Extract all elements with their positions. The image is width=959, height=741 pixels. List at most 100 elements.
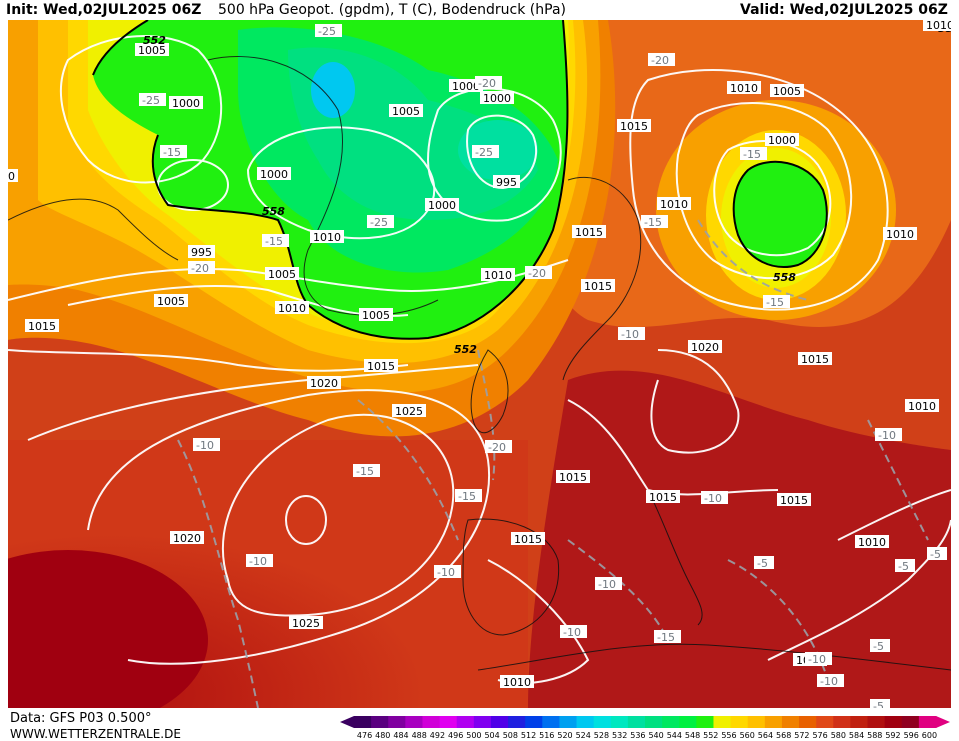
isobar-label-bg (257, 167, 291, 180)
isotherm-label-bg (262, 234, 289, 247)
isotherm-label: -25 (475, 146, 493, 159)
isobar-label: 1020 (310, 377, 338, 390)
legend-tick-label: 592 (885, 731, 900, 740)
isotherm-lines (177, 219, 929, 708)
legend-tick-label: 548 (685, 731, 700, 740)
isotherm-label: -15 (657, 631, 675, 644)
legend-swatch (713, 716, 732, 728)
legend-tick-label: 480 (375, 731, 390, 740)
isobar-label: 1010 (660, 198, 688, 211)
isobar-label: 1010 (908, 400, 936, 413)
legend-swatch (679, 716, 697, 728)
legend-tick-label: 488 (412, 731, 427, 740)
isotherm-label: -20 (191, 262, 209, 275)
isobar-label: 995 (191, 246, 212, 259)
isobar-label-bg (392, 404, 426, 417)
isobar-label: 1015 (649, 491, 677, 504)
chart-header: Init: Wed,02JUL2025 06Z 500 hPa Geopot. … (0, 0, 959, 20)
legend-swatch (816, 716, 834, 728)
legend-arrow-right (936, 716, 950, 728)
edge-label-bg (8, 169, 18, 182)
isotherm-label-bg (472, 145, 499, 158)
isotherm-label: -20 (478, 77, 496, 90)
legend-tick-label: 540 (648, 731, 663, 740)
isotherm-label: -10 (598, 578, 616, 591)
coast-uk (470, 349, 509, 433)
legend-tick-label: 564 (758, 731, 773, 740)
legend-swatch (799, 716, 817, 728)
isotherm-label: -5 (757, 557, 768, 570)
legend-swatch (422, 716, 441, 728)
legend-swatch (884, 716, 903, 728)
isotherm-label: -15 (644, 216, 662, 229)
isotherm-label-bg (654, 630, 681, 643)
isobar-label-bg (289, 616, 323, 629)
isotherm-label-bg (740, 147, 767, 160)
isobar-label-bg (511, 532, 545, 545)
isobar-label-bg (646, 490, 680, 503)
legend-tick-label: 512 (521, 731, 536, 740)
isobar-label: 1010 (484, 269, 512, 282)
isotherm-label: -5 (873, 640, 884, 653)
legend-tick-label: 560 (740, 731, 755, 740)
weather-map: 1005100010001000100510001010995100010101… (8, 20, 951, 708)
isotherm-label-bg (475, 76, 502, 89)
isotherm-label-bg (353, 464, 380, 477)
legend-swatch (764, 716, 783, 728)
legend-swatch (696, 716, 714, 728)
isotherm-label: -10 (196, 439, 214, 452)
isobar-label-bg (364, 359, 398, 372)
legend-swatch (405, 716, 423, 728)
legend-tick-label: 528 (594, 731, 609, 740)
isotherm-label-bg (754, 556, 774, 569)
isobar-label-bg (770, 84, 804, 97)
isobar-label: 1025 (292, 617, 320, 630)
isobar-label-bg (481, 268, 515, 281)
legend-swatch (542, 716, 560, 728)
isobar-label: 1005 (268, 268, 296, 281)
legend-tick-label: 536 (630, 731, 645, 740)
isobar-label: 995 (496, 176, 517, 189)
isotherm-label-bg (139, 93, 166, 106)
isotherm-label-bg (701, 491, 728, 504)
legend-swatch (918, 716, 937, 728)
legend-swatch (439, 716, 458, 728)
isobar-label-bg (449, 79, 483, 92)
isobar-label: 1000 (768, 134, 796, 147)
isotherm-label-bg (805, 652, 832, 665)
legend-tick-label: 524 (576, 731, 591, 740)
coast-canada (8, 198, 179, 261)
isobar-label-bg (359, 308, 393, 321)
legend-tick-label: 580 (831, 731, 846, 740)
isotherm-label: -10 (704, 492, 722, 505)
legend-tick-label: 484 (393, 731, 408, 740)
isobar-995-low (466, 114, 538, 190)
isotherm-label-bg (193, 438, 220, 451)
legend-swatch (730, 716, 749, 728)
legend-arrow-left (340, 716, 354, 728)
isobar-label: 1015 (575, 226, 603, 239)
isotherm-label-bg (367, 215, 394, 228)
isobar-1010-se (837, 489, 951, 541)
legend-swatch (662, 716, 680, 728)
field-southwest-core (8, 550, 208, 708)
isobar-label-bg (154, 294, 188, 307)
isotherm-label: -5 (898, 560, 909, 573)
legend-tick-label: 552 (703, 731, 718, 740)
legend-swatch (490, 716, 509, 728)
isotherm-label-bg (870, 639, 890, 652)
isobar-label-bg (855, 535, 889, 548)
isotherm-label: -15 (356, 465, 374, 478)
legend-swatch (867, 716, 886, 728)
legend-tick-label: 492 (430, 731, 445, 740)
isobar-label-bg (275, 301, 309, 314)
isobar-label-bg (310, 230, 344, 243)
isobar-1020-west (27, 364, 479, 441)
isotherm-label: -10 (621, 328, 639, 341)
isobar-label-bg (556, 470, 590, 483)
isotherm-label-bg (870, 699, 890, 708)
coast-north-africa (477, 643, 951, 671)
legend-swatch (850, 716, 869, 728)
legend-swatch (388, 716, 406, 728)
isobar-label-bg (170, 531, 204, 544)
